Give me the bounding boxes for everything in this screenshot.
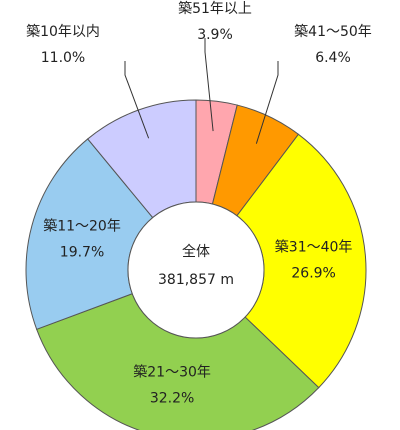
slices bbox=[25, 99, 367, 430]
value-label: 11.0% bbox=[41, 50, 85, 66]
category-label: 築51年以上 bbox=[178, 1, 252, 17]
value-label: 32.2% bbox=[150, 391, 194, 407]
category-label: 築10年以内 bbox=[26, 24, 100, 40]
value-label: 19.7% bbox=[60, 244, 104, 260]
center-value: 381,857 m bbox=[158, 272, 234, 288]
value-label: 6.4% bbox=[315, 50, 351, 66]
category-label: 築21～30年 bbox=[133, 365, 211, 381]
value-label: 3.9% bbox=[197, 27, 233, 43]
value-label: 26.9% bbox=[291, 266, 335, 282]
leader-line bbox=[204, 38, 214, 132]
category-label: 築41～50年 bbox=[294, 24, 372, 40]
category-label: 築31～40年 bbox=[275, 240, 353, 256]
center-label: 全体 bbox=[182, 243, 210, 260]
leader-line bbox=[255, 61, 279, 144]
donut-hole bbox=[127, 201, 265, 339]
category-label: 築11～20年 bbox=[43, 218, 121, 234]
leader-line bbox=[124, 61, 150, 139]
